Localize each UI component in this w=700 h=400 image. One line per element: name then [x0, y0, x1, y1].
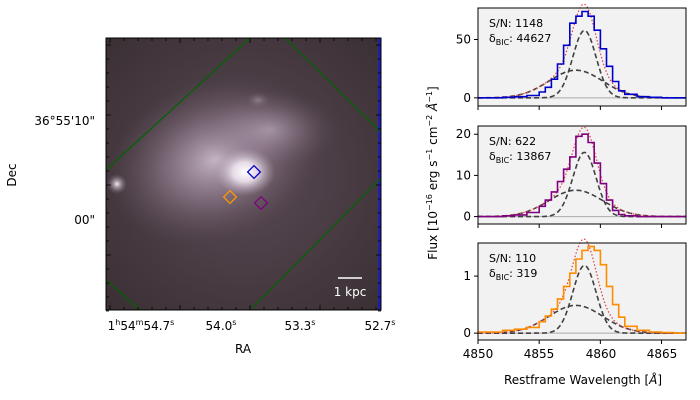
plot-background [478, 8, 686, 106]
aperture-marker [222, 189, 238, 205]
y-tick-label: 10 [456, 168, 471, 182]
flux-axis-label: Flux [10−16 erg s−1 cm−2 Å−1] [425, 86, 440, 259]
spectrum-panel: 0 50 S/N: 1148 δBIC: 44627 [456, 3, 687, 110]
plot-frame [477, 242, 687, 341]
spectrum-line [478, 133, 686, 218]
aperture-marker [246, 164, 262, 180]
spectrum-panel: 0 10 20 S/N: 622 δBIC: 13867 [456, 125, 687, 228]
y-tick-label: 50 [456, 33, 471, 47]
bic-annotation: δBIC: 13867 [489, 150, 551, 165]
wavelength-tick-label: 4855 [524, 347, 555, 361]
y-tick-label: 20 [456, 127, 471, 141]
aperture-markers [222, 164, 269, 211]
spectra-x-tick-labels: 4850 4855 4860 4865 [463, 347, 678, 361]
fit-component [478, 264, 686, 334]
sn-annotation: S/N: 622 [489, 135, 536, 148]
sn-annotation: S/N: 110 [489, 252, 536, 265]
bic-annotation: δBIC: 319 [489, 267, 537, 282]
sn-annotation: S/N: 1148 [489, 17, 543, 30]
y-tick-label: 0 [463, 326, 471, 340]
dec-axis-label: Dec [5, 163, 19, 186]
wavelength-tick-label: 4860 [586, 347, 617, 361]
wavelength-axis-label: Restframe Wavelength [Å] [504, 372, 662, 387]
spectrum-line [478, 10, 686, 99]
ra-tick-label: 54.0s [206, 318, 237, 333]
scale-bar-label: 1 kpc [334, 285, 367, 299]
ra-axis-label: RA [235, 342, 252, 356]
ra-tick-label: 52.7s [365, 318, 396, 333]
wavelength-tick-label: 4850 [463, 347, 494, 361]
spectrum-panel: 0 1 S/N: 110 δBIC: 319 [463, 238, 687, 344]
fov-line [249, 177, 381, 310]
fov-line [284, 38, 381, 133]
field-of-view-lines [106, 38, 381, 310]
y-tick-label: 0 [463, 91, 471, 105]
fov-line [106, 38, 251, 171]
aperture-marker [253, 195, 269, 211]
bic-annotation: δBIC: 44627 [489, 32, 551, 47]
ra-tick-label: 1h54m54.7s [108, 318, 175, 333]
total-fit [478, 238, 686, 334]
y-tick-label: 1 [463, 269, 471, 283]
ra-tick-label: 53.3s [285, 318, 316, 333]
dec-tick-label: 36°55'10" [34, 114, 95, 128]
plot-frame [477, 7, 687, 107]
plot-background [478, 126, 686, 224]
dec-tick-label: 00" [74, 213, 95, 227]
fov-line [106, 279, 141, 310]
galaxy-image [106, 38, 381, 310]
y-tick-label: 0 [463, 210, 471, 224]
spectrum-line [478, 245, 686, 334]
image-tick-marks [106, 38, 381, 312]
wavelength-tick-label: 4865 [647, 347, 678, 361]
image-frame [105, 37, 382, 311]
ra-tick-labels: 1h54m54.7s 54.0s 53.3s 52.7s [108, 318, 396, 333]
galaxy-image-panel: 1 kpc 1h54m54.7s 54.0s 53.3s 52.7s RA 36… [5, 37, 396, 356]
